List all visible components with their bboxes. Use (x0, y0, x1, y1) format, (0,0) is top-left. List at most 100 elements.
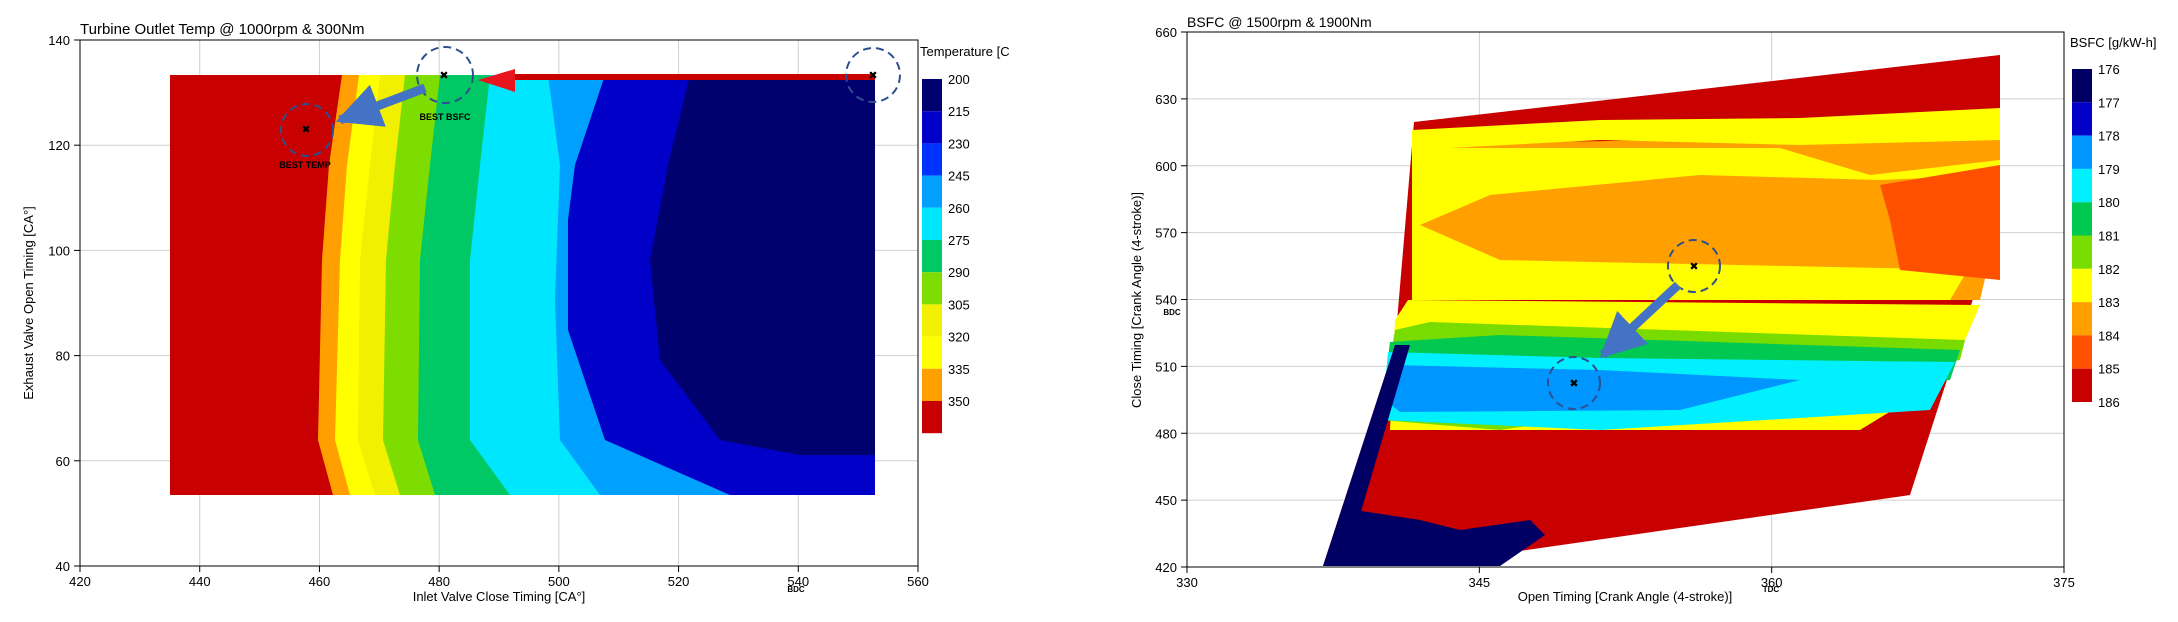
chart-2-ylabel: Close Timing [Crank Angle (4-stroke)] (1129, 192, 1144, 408)
chart-1-ytick-label: 120 (48, 138, 70, 153)
chart-2-legend-label: 176 (2098, 62, 2120, 77)
marker-x: ✖ (868, 70, 877, 82)
chart-2-tick-note-y: BDC (1163, 308, 1181, 317)
chart-2-legend-swatch (2072, 202, 2092, 236)
chart-1-legend-title: Temperature [C (920, 44, 1010, 59)
chart-1-legend-label: 320 (948, 330, 970, 345)
chart-2-legend-swatch (2072, 102, 2092, 136)
chart-1-legend-swatch (922, 79, 942, 112)
chart-2-legend-swatch (2072, 69, 2092, 103)
chart-1-xtick-label: 420 (69, 574, 91, 589)
chart-2-legend-label: 181 (2098, 229, 2120, 244)
chart-2-ytick-label: 480 (1155, 426, 1177, 441)
chart-2-annotations: ✖ ✖ (1547, 239, 1721, 410)
chart-1-legend-label: 200 (948, 72, 970, 87)
chart-1-frame (79, 39, 919, 567)
chart-1-legend-label: 290 (948, 265, 970, 280)
chart-2-ytick-label: 600 (1155, 159, 1177, 174)
chart-2-legend-swatch (2072, 302, 2092, 336)
chart-2-legend-label: 178 (2098, 129, 2120, 144)
annotation-label-best-bsfc: BEST BSFC (419, 112, 471, 122)
chart-2-legend-label: 184 (2098, 328, 2120, 343)
chart-1-xtick-label: 560 (907, 574, 929, 589)
chart-2-xtick-label: 360 (1761, 575, 1783, 590)
marker-x: ✖ (1569, 378, 1578, 390)
annotation-circle (1667, 239, 1721, 293)
chart-1-legend-swatch (922, 304, 942, 337)
chart-2-legend-swatch (2072, 368, 2092, 402)
chart-1-title: Turbine Outlet Temp @ 1000rpm & 300Nm (80, 21, 365, 38)
chart-1-tick-note: BDC (787, 585, 805, 594)
chart-1-ytick-label: 100 (48, 243, 70, 258)
marker-x: ✖ (439, 70, 448, 82)
band-176-edge (1323, 345, 1410, 566)
chart-2-ytick-label: 510 (1155, 359, 1177, 374)
chart-2-xtick-label: 375 (2053, 575, 2075, 590)
chart-1-legend-label: 335 (948, 362, 970, 377)
chart-2-title: BSFC @ 1500rpm & 1900Nm (1187, 14, 1372, 30)
annotation-circle (416, 46, 474, 104)
annotation-circle (845, 47, 901, 103)
chart-1-legend-label: 305 (948, 297, 970, 312)
chart-2-ytick-label: 540 (1155, 293, 1177, 308)
chart-2-ytick-label: 420 (1155, 560, 1177, 575)
chart-2-legend-title: BSFC [g/kW-h] (2070, 35, 2156, 50)
chart-2-legend-label: 186 (2098, 395, 2120, 410)
band-176-bottom (1323, 510, 1545, 566)
chart-1-legend-swatch (922, 240, 942, 273)
chart-1-xtick-label: 520 (668, 574, 690, 589)
chart-1-xlabel: Inlet Valve Close Timing [CA°] (413, 589, 586, 604)
chart-2-legend-swatch (2072, 335, 2092, 369)
chart-1-legend-swatch (922, 207, 942, 240)
marker-x: ✖ (1689, 261, 1698, 273)
annotation-circle (1547, 356, 1601, 410)
chart-2-xtick-label: 345 (1468, 575, 1490, 590)
arrow-to-best-bsfc (1599, 281, 1682, 359)
chart-2-axes: 330 345 360 375 420 450 480 510 540 570 600 630 660 (1155, 25, 2075, 590)
chart-1-ytick-label: 80 (56, 349, 70, 364)
chart-1-xtick-label: 540 (787, 574, 809, 589)
top-streak (500, 74, 875, 80)
chart-1-xtick-label: 480 (428, 574, 450, 589)
chart-1-annotations: ✖ ✖ ✖ BEST BSFC BEST TEMP (279, 46, 901, 170)
chart-1-legend-label: 275 (948, 233, 970, 248)
chart-1-legend: Temperature [C 200 215 230 245 260 275 290 305 3… (920, 44, 1010, 434)
chart-1-legend-swatch (922, 368, 942, 401)
band-183-core (1420, 175, 2000, 270)
chart-2-legend-swatch (2072, 168, 2092, 203)
chart-2-xtick-label: 330 (1176, 575, 1198, 590)
chart-2-legend-label: 180 (2098, 195, 2120, 210)
chart-1-legend-swatch (922, 143, 942, 176)
chart-1-legend-label: 350 (948, 394, 970, 409)
chart-1-legend-label: 245 (948, 169, 970, 184)
chart-2-tick-note-x: TDC (1763, 585, 1780, 594)
chart-1-xtick-label: 460 (309, 574, 331, 589)
annotation-label-best-temp: BEST TEMP (279, 160, 331, 170)
chart-1-xtick-label: 440 (189, 574, 211, 589)
chart-2-ytick-label: 630 (1155, 92, 1177, 107)
chart-2-ytick-label: 570 (1155, 226, 1177, 241)
chart-1: Turbine Outlet Temp @ 1000rpm & 300Nm 42… (21, 21, 1010, 604)
chart-2-legend-label: 177 (2098, 95, 2120, 110)
chart-1-legend-label: 230 (948, 136, 970, 151)
chart-1-ytick-label: 140 (48, 33, 70, 48)
chart-2-legend-label: 183 (2098, 295, 2120, 310)
band-178 (1385, 365, 1800, 412)
red-arrow-head (478, 69, 515, 92)
chart-2-legend-swatch (2072, 268, 2092, 303)
chart-2-legend-label: 179 (2098, 162, 2120, 177)
band-182-top (1412, 108, 2000, 150)
chart-2: BSFC @ 1500rpm & 1900Nm 330 345 360 375 420 4… (1129, 14, 2156, 604)
chart-1-legend-label: 260 (948, 201, 970, 216)
band-184-right (1880, 165, 2000, 280)
chart-1-legend-swatch (922, 401, 942, 434)
chart-2-legend-label: 182 (2098, 262, 2120, 277)
chart-1-legend-swatch (922, 336, 942, 369)
chart-2-contour-fill (1323, 55, 2000, 566)
chart-1-ylabel: Exhaust Valve Open Timing [CA°] (21, 206, 36, 400)
marker-x: ✖ (301, 124, 310, 136)
chart-2-ytick-label: 660 (1155, 25, 1177, 40)
chart-2-ytick-label: 450 (1155, 493, 1177, 508)
chart-1-legend-swatch (922, 272, 942, 305)
